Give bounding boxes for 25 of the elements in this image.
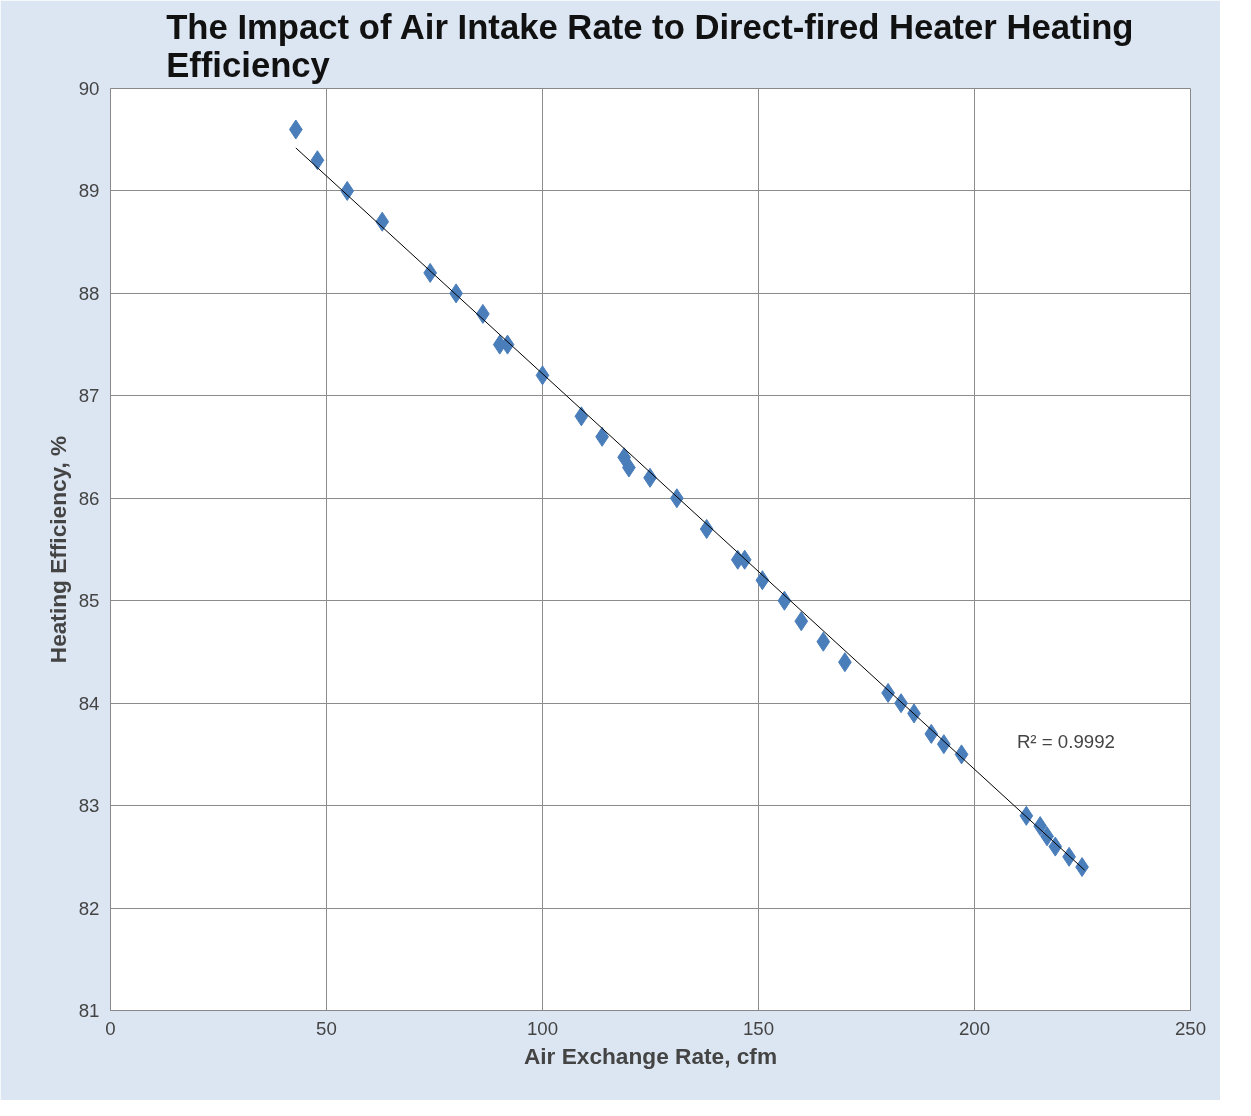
- y-tick-label: 88: [78, 282, 100, 304]
- y-tick-label: 87: [78, 385, 100, 407]
- y-tick-label: 83: [78, 795, 100, 817]
- y-tick-label: 81: [78, 1000, 100, 1021]
- x-axis-title: Air Exchange Rate, cfm: [523, 1042, 778, 1069]
- x-tick-label: 250: [1174, 1017, 1207, 1039]
- y-tick-label: 85: [78, 590, 100, 612]
- y-axis-title: Heating Efficiency, %: [44, 435, 71, 664]
- x-tick-label: 150: [742, 1017, 775, 1039]
- point: [794, 611, 809, 632]
- x-tick-label: 50: [316, 1017, 337, 1039]
- y-tick-label: 89: [78, 180, 100, 202]
- point: [574, 406, 589, 427]
- y-tick-label: 90: [78, 78, 100, 99]
- x-tick-label: 200: [958, 1017, 991, 1039]
- y-tick-label: 82: [78, 897, 100, 919]
- y-tick-label: 84: [78, 692, 100, 714]
- annotation: R² = 0.9992: [1016, 731, 1115, 753]
- point: [816, 631, 831, 652]
- point: [310, 150, 325, 171]
- x-tick-label: 100: [526, 1017, 559, 1039]
- chart-title: The Impact of Air Intake Rate to Direct-fired Heater Heating Efficiency: [166, 7, 1134, 84]
- point: [288, 119, 303, 140]
- y-tick-label: 86: [78, 487, 100, 509]
- x-tick-label: 0: [105, 1017, 116, 1039]
